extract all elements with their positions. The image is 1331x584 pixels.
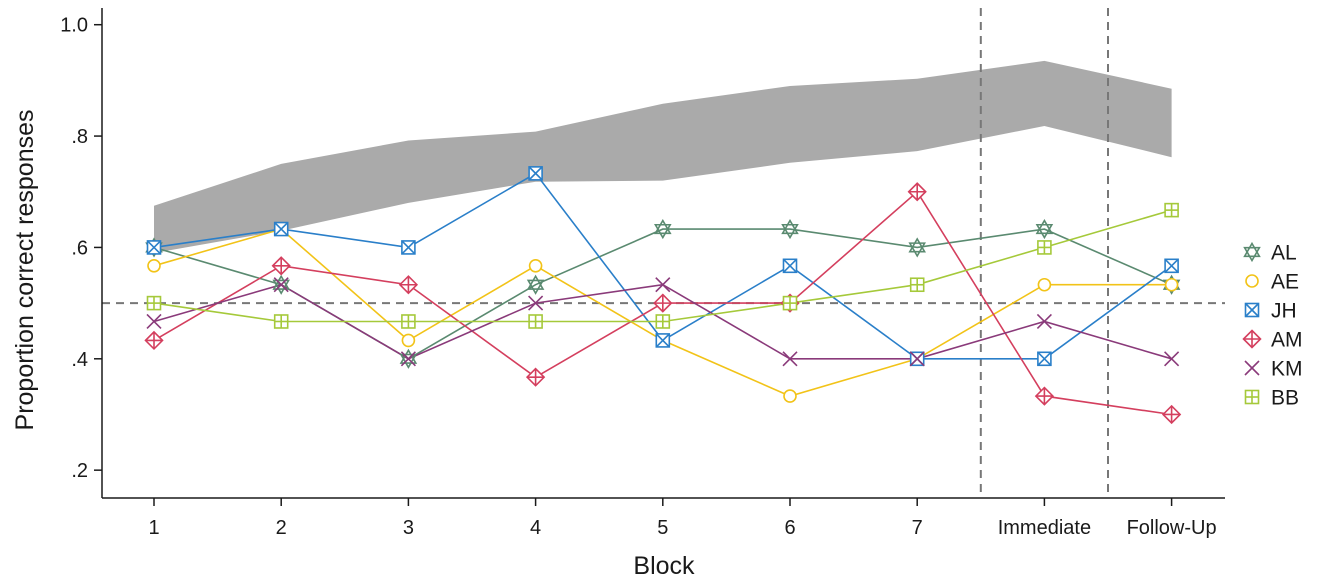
legend-label: AE bbox=[1271, 271, 1299, 294]
legend-item-km: KM bbox=[1244, 358, 1303, 381]
legend-marker-km bbox=[1244, 360, 1260, 376]
data-point-ae bbox=[783, 389, 797, 403]
data-point-am bbox=[525, 367, 546, 387]
data-point-ae bbox=[147, 259, 161, 273]
x-tick-label: 2 bbox=[276, 517, 287, 539]
legend: AL AE JH AM KM BB bbox=[1242, 241, 1303, 410]
data-point-am bbox=[1161, 404, 1182, 425]
data-point-am bbox=[271, 256, 291, 276]
legend-marker-am bbox=[1242, 329, 1262, 349]
data-point-am bbox=[653, 293, 673, 313]
data-point-ae bbox=[401, 333, 416, 348]
y-tick-label: .2 bbox=[71, 460, 88, 482]
data-point-km bbox=[655, 277, 671, 293]
data-point-bb bbox=[528, 314, 543, 329]
data-point-km bbox=[782, 351, 798, 367]
legend-item-bb: BB bbox=[1244, 387, 1299, 410]
data-point-al bbox=[908, 237, 926, 258]
data-point-am bbox=[1034, 386, 1055, 406]
x-tick-label: 6 bbox=[784, 517, 795, 539]
data-point-al bbox=[272, 274, 290, 295]
legend-label: JH bbox=[1271, 300, 1297, 323]
legend-marker-bb bbox=[1244, 389, 1260, 405]
x-tick-label: 1 bbox=[148, 517, 159, 539]
legend-item-am: AM bbox=[1242, 329, 1303, 352]
x-tick-label: Immediate bbox=[998, 517, 1091, 539]
x-tick-label: 3 bbox=[403, 517, 414, 539]
data-point-ae bbox=[1164, 277, 1179, 292]
data-point-am bbox=[144, 330, 164, 351]
data-point-am bbox=[398, 275, 419, 295]
x-axis-title: Block bbox=[633, 552, 695, 580]
legend-label: AM bbox=[1271, 329, 1303, 352]
data-point-al bbox=[781, 218, 799, 240]
data-point-jh bbox=[1037, 351, 1052, 367]
legend-marker-ae bbox=[1245, 274, 1259, 288]
data-point-jh bbox=[655, 333, 671, 348]
data-point-ae bbox=[1037, 277, 1052, 292]
data-point-km bbox=[1036, 313, 1052, 330]
data-point-jh bbox=[273, 221, 289, 237]
legend-item-jh: JH bbox=[1244, 300, 1297, 323]
data-point-jh bbox=[401, 240, 416, 255]
y-tick-label: .8 bbox=[71, 126, 88, 148]
data-point-bb bbox=[1164, 202, 1179, 218]
data-point-km bbox=[400, 351, 416, 367]
data-point-km bbox=[909, 351, 925, 367]
axes-layer: .2 .4 .6 .8 1.0 1 2 3 4 5 6 7 Immediate Follow-Up bbox=[60, 8, 1225, 539]
x-tick-label: 7 bbox=[912, 517, 923, 539]
legend-label: BB bbox=[1271, 387, 1299, 410]
data-point-am bbox=[907, 182, 927, 202]
legend-marker-jh bbox=[1244, 302, 1260, 318]
x-tick-label: Follow-Up bbox=[1127, 517, 1217, 539]
legend-label: KM bbox=[1271, 358, 1303, 381]
y-tick-label: .4 bbox=[71, 349, 88, 371]
data-point-jh bbox=[1164, 258, 1179, 274]
series-layer bbox=[144, 166, 1182, 425]
data-point-al bbox=[1035, 218, 1054, 240]
data-point-bb bbox=[273, 314, 289, 329]
data-point-bb bbox=[782, 295, 798, 311]
data-point-al bbox=[654, 218, 672, 240]
data-point-jh bbox=[782, 258, 798, 274]
x-tick-label: 5 bbox=[657, 517, 668, 539]
data-point-al bbox=[526, 274, 545, 295]
shaded-band bbox=[154, 60, 1172, 254]
x-tick-label: 4 bbox=[530, 517, 541, 539]
data-point-bb bbox=[655, 314, 671, 329]
data-point-km bbox=[528, 295, 544, 311]
data-point-km bbox=[1164, 351, 1180, 367]
confidence-band-layer bbox=[154, 60, 1172, 254]
data-point-jh bbox=[528, 166, 543, 181]
legend-marker-al bbox=[1243, 241, 1261, 263]
data-point-ae bbox=[528, 259, 543, 273]
y-tick-label: 1.0 bbox=[60, 15, 88, 37]
legend-item-al: AL bbox=[1243, 241, 1297, 265]
data-point-km bbox=[146, 313, 162, 330]
data-point-bb bbox=[401, 314, 416, 329]
y-tick-label: .6 bbox=[71, 237, 88, 259]
data-point-bb bbox=[909, 277, 925, 293]
legend-label: AL bbox=[1271, 242, 1297, 265]
data-point-km bbox=[273, 277, 289, 293]
data-point-jh bbox=[146, 240, 162, 255]
data-point-al bbox=[399, 348, 418, 369]
legend-item-ae: AE bbox=[1245, 271, 1299, 294]
data-point-bb bbox=[146, 295, 162, 311]
y-axis-title: Proportion correct responses bbox=[11, 110, 39, 431]
data-point-bb bbox=[1037, 240, 1052, 255]
